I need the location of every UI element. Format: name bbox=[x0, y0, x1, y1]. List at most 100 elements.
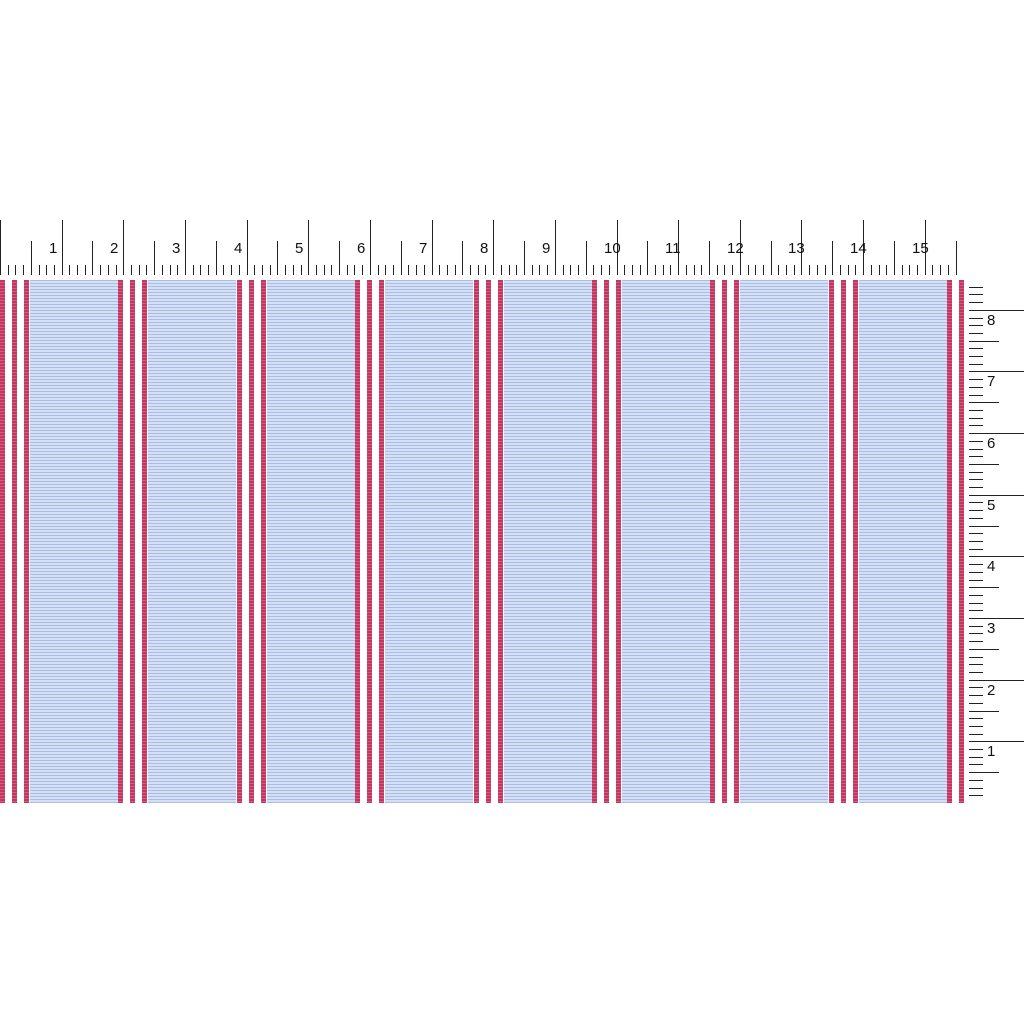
ruler-tick bbox=[969, 348, 983, 349]
ruler-tick bbox=[432, 220, 433, 275]
striped-fabric-swatch bbox=[0, 280, 966, 803]
red-stripe bbox=[734, 280, 740, 803]
blue-ground-band bbox=[30, 280, 118, 803]
ruler-tick bbox=[969, 356, 983, 357]
ruler-tick bbox=[640, 265, 641, 275]
ruler-tick bbox=[108, 265, 109, 275]
ruler-tick bbox=[969, 687, 983, 688]
ruler-tick bbox=[809, 265, 810, 275]
right-ruler-label: 1 bbox=[987, 743, 996, 760]
ruler-tick bbox=[447, 265, 448, 275]
ruler-tick bbox=[470, 265, 471, 275]
top-ruler-label: 6 bbox=[357, 240, 366, 257]
right-ruler-label: 2 bbox=[987, 682, 996, 699]
ruler-tick bbox=[231, 265, 232, 275]
red-stripe bbox=[236, 280, 242, 803]
ruler-tick bbox=[455, 265, 456, 275]
ruler-tick bbox=[177, 265, 178, 275]
ruler-tick bbox=[969, 703, 983, 704]
ruler-tick bbox=[755, 265, 756, 275]
ruler-tick bbox=[85, 265, 86, 275]
ruler-tick bbox=[185, 220, 186, 275]
red-stripe bbox=[12, 280, 17, 803]
ruler-tick bbox=[969, 780, 983, 781]
ruler-tick bbox=[663, 265, 664, 275]
ruler-tick bbox=[969, 526, 999, 527]
ruler-tick bbox=[724, 265, 725, 275]
ruler-tick bbox=[909, 265, 910, 275]
ruler-tick bbox=[208, 265, 209, 275]
ruler-tick bbox=[92, 241, 93, 275]
ruler-tick bbox=[378, 265, 379, 275]
blue-ground-band bbox=[503, 280, 592, 803]
ruler-tick bbox=[969, 387, 983, 388]
ruler-tick bbox=[485, 265, 486, 275]
ruler-tick bbox=[354, 265, 355, 275]
ruler-tick bbox=[385, 265, 386, 275]
ruler-tick bbox=[586, 241, 587, 275]
red-stripe bbox=[473, 280, 479, 803]
ruler-tick bbox=[969, 379, 983, 380]
ruler-tick bbox=[969, 764, 983, 765]
red-stripe bbox=[248, 280, 254, 803]
ruler-tick bbox=[969, 657, 983, 658]
ruler-tick bbox=[647, 241, 648, 275]
right-ruler-label: 3 bbox=[987, 620, 996, 637]
ruler-tick bbox=[817, 265, 818, 275]
ruler-tick bbox=[617, 220, 618, 275]
top-ruler-label: 2 bbox=[110, 240, 119, 257]
ruler-tick bbox=[969, 664, 983, 665]
red-stripe bbox=[24, 280, 29, 803]
ruler-tick bbox=[23, 265, 24, 275]
top-ruler-label: 5 bbox=[295, 240, 304, 257]
ruler-tick bbox=[925, 220, 926, 275]
ruler-tick bbox=[794, 265, 795, 275]
ruler-tick bbox=[285, 265, 286, 275]
ruler-tick bbox=[69, 265, 70, 275]
ruler-tick bbox=[401, 241, 402, 275]
ruler-tick bbox=[123, 220, 124, 275]
ruler-tick bbox=[969, 626, 983, 627]
ruler-tick bbox=[339, 241, 340, 275]
ruler-tick bbox=[969, 649, 999, 650]
ruler-tick bbox=[740, 220, 741, 275]
red-stripe bbox=[604, 280, 609, 803]
ruler-tick bbox=[555, 220, 556, 275]
ruler-tick bbox=[969, 518, 983, 519]
ruler-tick bbox=[732, 265, 733, 275]
ruler-tick bbox=[969, 325, 983, 326]
ruler-tick bbox=[969, 479, 983, 480]
top-ruler-label: 7 bbox=[419, 240, 428, 257]
ruler-tick bbox=[778, 265, 779, 275]
ruler-tick bbox=[969, 741, 1024, 742]
ruler-tick bbox=[424, 265, 425, 275]
red-stripe bbox=[142, 280, 148, 803]
ruler-tick bbox=[524, 241, 525, 275]
ruler-tick bbox=[886, 265, 887, 275]
ruler-tick bbox=[609, 265, 610, 275]
ruler-tick bbox=[193, 265, 194, 275]
ruler-tick bbox=[969, 310, 1024, 311]
red-stripe bbox=[722, 280, 728, 803]
ruler-tick bbox=[516, 265, 517, 275]
top-ruler-label: 10 bbox=[604, 240, 621, 257]
ruler-tick bbox=[786, 265, 787, 275]
ruler-tick bbox=[539, 265, 540, 275]
ruler-tick bbox=[969, 510, 983, 511]
ruler-tick bbox=[969, 495, 1024, 496]
ruler-tick bbox=[969, 749, 983, 750]
top-ruler-label: 14 bbox=[850, 240, 867, 257]
ruler-tick bbox=[632, 265, 633, 275]
ruler-tick bbox=[940, 265, 941, 275]
ruler-tick bbox=[969, 364, 983, 365]
ruler-tick bbox=[293, 265, 294, 275]
ruler-tick bbox=[969, 464, 999, 465]
ruler-tick bbox=[879, 265, 880, 275]
top-ruler-label: 11 bbox=[665, 240, 681, 257]
ruler-tick bbox=[969, 341, 999, 342]
ruler-tick bbox=[969, 433, 1024, 434]
top-ruler-label: 8 bbox=[480, 240, 489, 257]
ruler-tick bbox=[563, 265, 564, 275]
ruler-tick bbox=[277, 241, 278, 275]
red-stripe bbox=[367, 280, 373, 803]
